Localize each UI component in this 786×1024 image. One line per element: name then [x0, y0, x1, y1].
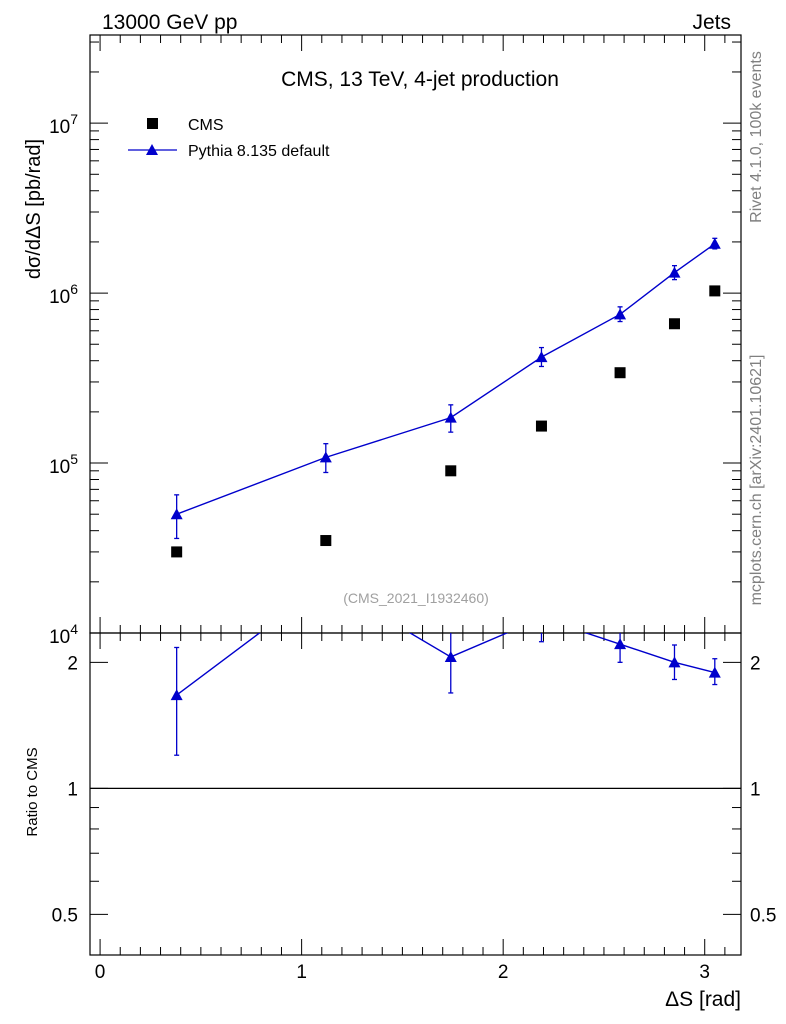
- pythia-point: [170, 508, 183, 520]
- chart-title: CMS, 13 TeV, 4-jet production: [281, 68, 559, 91]
- header-left-label: 13000 GeV pp: [102, 11, 237, 34]
- y-tick-labels: 104 105 106 107: [49, 111, 78, 648]
- ratio-tick-label-right: 1: [750, 779, 761, 800]
- x-axis-label: ΔS [rad]: [665, 988, 741, 1011]
- mcplots-label: mcplots.cern.ch [arXiv:2401.10621]: [748, 355, 765, 606]
- x-tick-label: 2: [498, 962, 509, 983]
- y-tick-label: 105: [49, 451, 78, 478]
- cms-point: [668, 318, 680, 330]
- cms-point: [614, 367, 626, 379]
- ratio-point: [444, 650, 457, 662]
- ratio-tick-label-right: 0.5: [750, 905, 776, 926]
- ratio-tick-label-left: 2: [67, 653, 78, 674]
- ratio-y-axis-label: Ratio to CMS: [24, 747, 41, 836]
- ratio-tick-label-left: 0.5: [52, 905, 78, 926]
- x-tick-labels: 0 1 2 3: [95, 962, 710, 983]
- cms-point: [709, 285, 721, 297]
- y-tick-label: 107: [49, 111, 78, 138]
- ratio-point: [614, 638, 627, 650]
- legend-pythia-label: Pythia 8.135 default: [188, 143, 330, 160]
- rivet-version-label: Rivet 4.1.0, 100k events: [748, 51, 765, 223]
- analysis-watermark: (CMS_2021_I1932460): [343, 590, 489, 606]
- ratio-point: [170, 689, 183, 701]
- ratio-point: [535, 612, 547, 623]
- legend-cms-marker: [147, 118, 158, 129]
- pythia-point: [614, 308, 627, 320]
- ratio-tick-labels: 0.5 0.5 1 1 2 2: [52, 653, 777, 926]
- pythia-point: [708, 237, 721, 249]
- x-tick-label: 0: [95, 962, 106, 983]
- cms-point: [320, 535, 332, 547]
- main-data-layer: [170, 237, 721, 558]
- ratio-point: [708, 666, 721, 678]
- pythia-point: [319, 451, 332, 463]
- pythia-point: [444, 411, 457, 423]
- ratio-point: [668, 656, 681, 668]
- ratio-tick-label-right: 2: [750, 653, 761, 674]
- ratio-point: [320, 577, 332, 588]
- cms-point: [171, 546, 183, 558]
- y-tick-label: 106: [49, 281, 78, 308]
- legend-pythia-marker: [146, 144, 158, 155]
- cms-point: [445, 465, 457, 477]
- legend-cms-label: CMS: [188, 117, 224, 134]
- main-axis-ticks: [90, 35, 741, 634]
- x-tick-label: 1: [296, 962, 307, 983]
- y-axis-label: dσ/dΔS [pb/rad]: [23, 139, 45, 279]
- ratio-data-layer: [90, 577, 741, 789]
- ratio-axis-ticks: [90, 633, 741, 956]
- ratio-tick-label-left: 1: [67, 779, 78, 800]
- pythia-point: [668, 266, 681, 278]
- pythia-point: [535, 351, 548, 363]
- cms-point: [535, 420, 547, 432]
- y-tick-label: 104: [49, 621, 78, 648]
- ratio-plot-frame: [89, 632, 742, 956]
- x-tick-label: 3: [699, 962, 710, 983]
- header-right-label: Jets: [692, 11, 731, 34]
- legend: CMS Pythia 8.135 default: [128, 117, 330, 160]
